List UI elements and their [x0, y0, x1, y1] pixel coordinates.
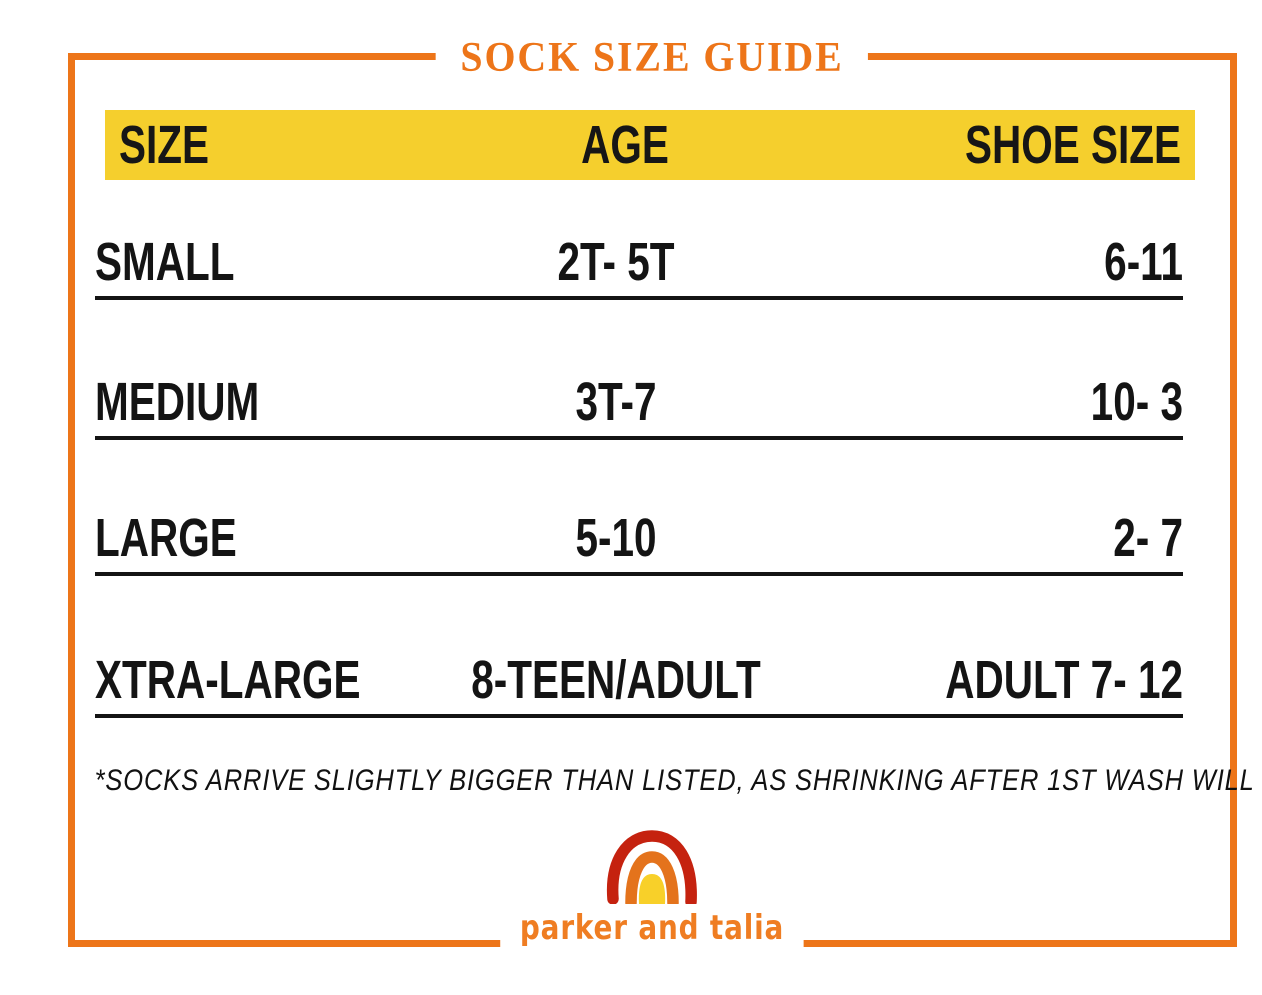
row-shoe-value: 6-11 [1104, 232, 1183, 292]
table-row-large: LARGE 5-10 2- 7 [95, 510, 1183, 576]
header-cell-shoe-size: SHOE SIZE [964, 115, 1181, 175]
header-cell-size: SIZE [119, 115, 210, 175]
row-shoe-value: 2- 7 [1113, 508, 1183, 568]
row-size-value: MEDIUM [95, 372, 260, 432]
table-row-xtra-large: XTRA-LARGE 8-TEEN/ADULT ADULT 7- 12 [95, 652, 1183, 718]
page-title: SOCK SIZE GUIDE [435, 32, 869, 84]
row-size-value: SMALL [95, 232, 235, 292]
row-size-value: LARGE [95, 508, 237, 568]
table-row-medium: MEDIUM 3T-7 10- 3 [95, 374, 1183, 440]
shrinkage-footnote: *SOCKS ARRIVE SLIGHTLY BIGGER THAN LISTE… [94, 764, 1262, 797]
brand-name: parker and talia [500, 904, 804, 952]
row-age-value: 5-10 [575, 508, 657, 568]
rainbow-icon [606, 830, 697, 908]
row-shoe-value: 10- 3 [1090, 372, 1183, 432]
table-header-row: SIZE AGE SHOE SIZE [105, 110, 1195, 180]
table-row-small: SMALL 2T- 5T 6-11 [95, 234, 1183, 300]
header-cell-age: AGE [581, 115, 669, 175]
row-age-value: 3T-7 [575, 372, 657, 432]
row-size-value: XTRA-LARGE [95, 650, 361, 710]
row-shoe-value: ADULT 7- 12 [945, 650, 1183, 710]
border-frame [68, 53, 1237, 947]
row-age-value: 8-TEEN/ADULT [471, 650, 761, 710]
row-age-value: 2T- 5T [557, 232, 675, 292]
